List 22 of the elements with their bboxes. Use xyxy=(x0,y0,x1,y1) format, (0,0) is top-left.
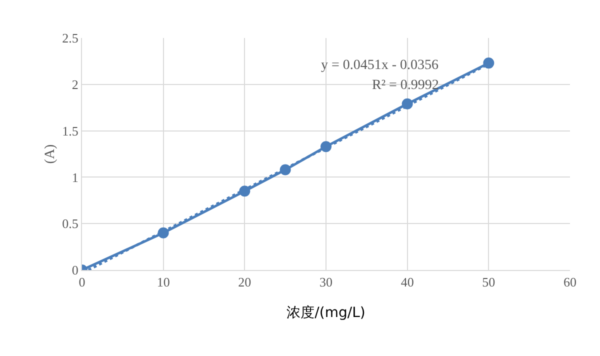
y-tick-label: 0 xyxy=(72,262,78,278)
y-axis-title: (A) xyxy=(42,144,58,164)
point xyxy=(239,186,250,197)
x-tick-label: 20 xyxy=(238,274,252,290)
x-axis-title: 浓度/(mg/L) xyxy=(286,304,366,321)
point xyxy=(483,58,494,69)
x-tick-label: 60 xyxy=(564,274,576,290)
y-tick-label: 1.5 xyxy=(62,123,78,138)
point xyxy=(320,141,332,152)
point xyxy=(158,227,169,238)
x-tick-label: 50 xyxy=(482,274,496,290)
annotation: R² = 0.9992 xyxy=(372,78,439,93)
y-tick-label: 2 xyxy=(72,76,78,92)
y-tick-label: 2.5 xyxy=(62,30,78,46)
point xyxy=(280,164,291,176)
y-tick-label: 0.5 xyxy=(62,216,78,232)
x-tick-label: 40 xyxy=(400,274,414,290)
annotation: y = 0.0451x - 0.0356 xyxy=(321,58,439,73)
x-tick-label: 10 xyxy=(156,274,170,290)
point xyxy=(402,98,413,110)
y-tick-label: 1 xyxy=(72,170,78,185)
x-tick-label: 30 xyxy=(320,274,332,290)
